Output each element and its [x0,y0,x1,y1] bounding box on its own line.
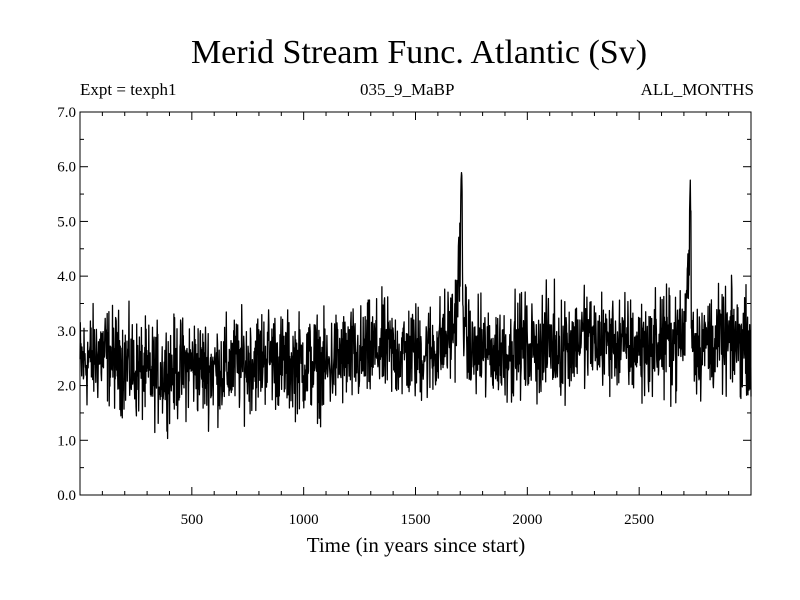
months-label: ALL_MONTHS [640,80,754,99]
y-tick-label: 5.0 [57,214,76,230]
x-tick-label: 500 [181,512,204,528]
y-tick-label: 0.0 [57,488,76,504]
data-series-line [79,171,752,440]
x-tick-label: 1000 [289,512,319,528]
x-tick-label: 2000 [512,512,542,528]
y-tick-label: 4.0 [57,269,76,285]
y-tick-label: 7.0 [57,105,76,121]
x-tick-label: 1500 [401,512,431,528]
x-axis-title: Time (in years since start) [307,533,526,557]
run-label: 035_9_MaBP [360,80,455,99]
x-tick-label: 2500 [624,512,654,528]
series-polyline [79,171,752,440]
y-tick-label: 3.0 [57,324,76,340]
y-tick-label: 6.0 [57,160,76,176]
chart-title: Merid Stream Func. Atlantic (Sv) [190,34,648,71]
y-tick-label: 2.0 [57,379,76,395]
experiment-label: Expt = texph1 [80,80,177,99]
y-tick-label: 1.0 [57,433,76,449]
